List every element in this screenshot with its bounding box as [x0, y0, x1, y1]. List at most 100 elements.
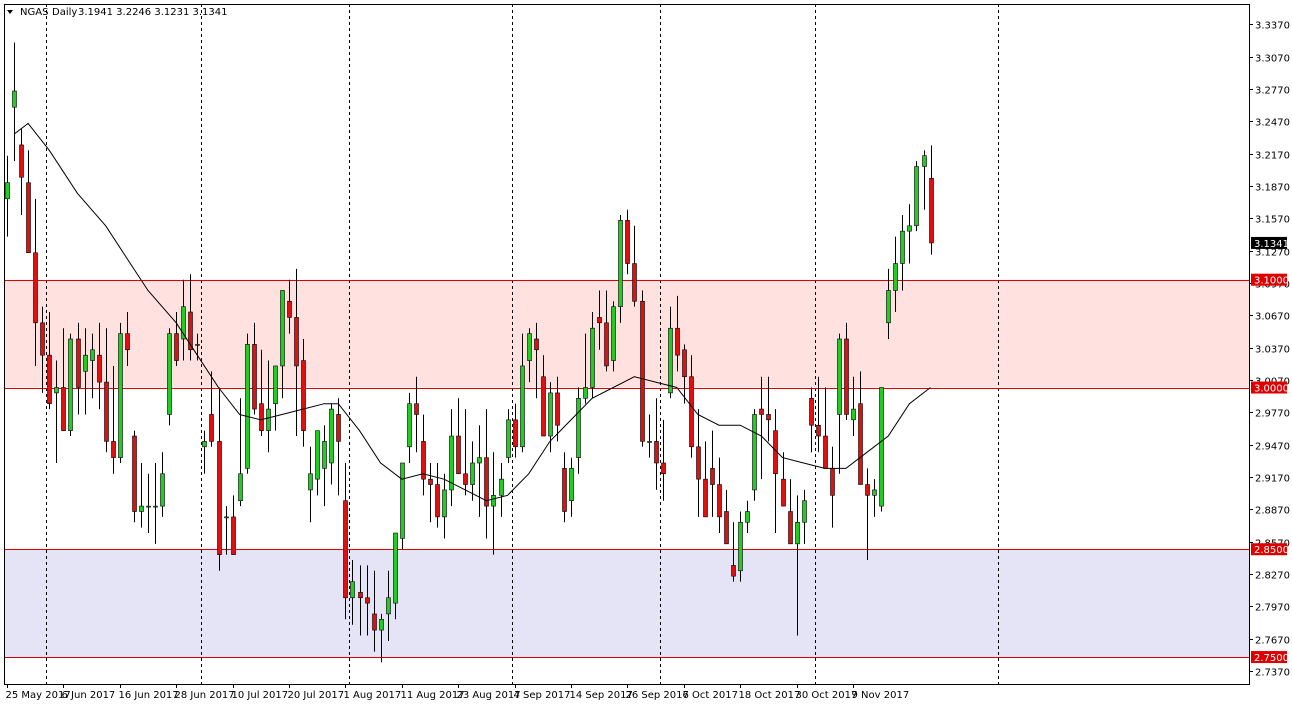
- candle-body-bull: [273, 365, 278, 404]
- horizontal-levels: [4, 280, 1249, 658]
- candle: [365, 565, 370, 636]
- candle: [153, 462, 158, 544]
- candle: [97, 322, 102, 410]
- candle: [132, 430, 137, 523]
- candle-body-bull: [499, 478, 504, 496]
- candle-body-bear: [830, 468, 835, 496]
- candle-body-bull: [738, 521, 743, 572]
- candle-body-bear: [421, 441, 426, 480]
- candle-body-bear: [781, 478, 786, 507]
- candle-body-bear: [696, 446, 701, 480]
- candle: [400, 462, 405, 550]
- candle-body-bear: [294, 317, 299, 367]
- candle: [238, 398, 243, 507]
- candle-body-bull: [922, 155, 927, 167]
- candle-body-bull: [569, 468, 574, 502]
- candle: [632, 225, 637, 307]
- candle: [555, 376, 560, 442]
- candle: [435, 462, 440, 528]
- x-tick-label: 4 Sep 2017: [514, 690, 571, 701]
- candle: [922, 150, 927, 210]
- candle-body-bull: [407, 403, 412, 448]
- candle: [724, 489, 729, 545]
- x-tick-label: 10 Jul 2017: [232, 690, 289, 701]
- candle: [900, 215, 905, 291]
- axis-layer: 3.3370 3.3070 3.2770 3.2470 3.2170 3.1870 3.15…: [4, 4, 1290, 701]
- candle-body-bear: [125, 333, 130, 351]
- candle: [907, 204, 912, 264]
- y-tick-label: 3.2470: [1255, 118, 1290, 129]
- candle: [449, 409, 454, 507]
- candle: [527, 328, 532, 383]
- ohlc-readout: 3.1941 3.2246 3.1231 3.1341: [78, 7, 228, 18]
- candle-body-bull: [583, 387, 588, 399]
- candle: [125, 312, 130, 366]
- candle-body-bear: [675, 327, 680, 356]
- candle-body-bull: [329, 408, 334, 464]
- candle-body-bull: [872, 489, 877, 496]
- candle-body-bear: [76, 338, 81, 388]
- level-price-tag-text: 3.0000: [1254, 384, 1289, 395]
- candle-body-bear: [343, 500, 348, 599]
- symbol-label: NGAS: [20, 7, 48, 18]
- triangle-down-icon[interactable]: [7, 10, 13, 14]
- x-tick-label: 30 Oct 2017: [796, 690, 858, 701]
- candle-body-bull: [238, 473, 243, 502]
- current-price-tag: 3.1341: [1251, 236, 1289, 250]
- candle: [640, 290, 645, 447]
- candle: [5, 155, 10, 237]
- candle: [809, 387, 814, 453]
- candle-body-bull: [224, 516, 229, 519]
- candle: [830, 446, 835, 528]
- x-tick-label: 23 Aug 2017: [457, 690, 521, 701]
- candle-body-bull: [520, 365, 525, 448]
- candle-body-bear: [731, 565, 736, 577]
- candle-body-bull: [576, 397, 581, 458]
- candle-body-bull: [195, 344, 200, 346]
- level-price-tag-text: 3.1000: [1254, 276, 1289, 287]
- candle-body-bear: [717, 484, 722, 518]
- candle-body-bear: [365, 597, 370, 604]
- candle-body-bear: [661, 462, 666, 475]
- candle-body-bear: [428, 478, 433, 485]
- y-tick-label: 3.2770: [1255, 86, 1290, 97]
- candle-body-bull: [900, 230, 905, 264]
- candle: [442, 473, 447, 539]
- candle-body-bull: [879, 387, 884, 507]
- candle-body-bull: [668, 327, 673, 394]
- candle-body-bull: [393, 532, 398, 604]
- candle: [618, 215, 623, 323]
- candle: [611, 301, 616, 372]
- candle: [696, 409, 701, 517]
- candle: [682, 344, 687, 404]
- candle: [879, 387, 884, 512]
- candle-body-bull: [68, 338, 73, 431]
- candle-body-bull: [379, 619, 384, 631]
- candle: [308, 446, 313, 523]
- y-tick-label: 3.0370: [1255, 345, 1290, 356]
- candle: [914, 161, 919, 232]
- candle-body-bull: [350, 581, 355, 599]
- candle-body-bear: [484, 457, 489, 507]
- candle: [47, 312, 52, 410]
- candle-body-bull: [752, 414, 757, 491]
- y-tick-label: 3.3370: [1255, 21, 1290, 32]
- candle-body-bull: [5, 182, 10, 200]
- candle: [731, 522, 736, 582]
- candle-body-bull: [548, 392, 553, 437]
- candle: [350, 560, 355, 625]
- candles-layer: [5, 42, 934, 663]
- y-tick-label: 3.0670: [1255, 312, 1290, 323]
- level-price-tag-bg: [1251, 651, 1287, 664]
- candle: [816, 376, 821, 453]
- candle: [414, 376, 419, 453]
- candle: [315, 430, 320, 496]
- candle: [823, 387, 828, 469]
- candle: [795, 495, 800, 636]
- candle: [167, 328, 172, 426]
- candle-body-bear: [929, 178, 934, 244]
- candle: [604, 290, 609, 372]
- candle: [766, 376, 771, 442]
- candle-body-bear: [61, 387, 66, 431]
